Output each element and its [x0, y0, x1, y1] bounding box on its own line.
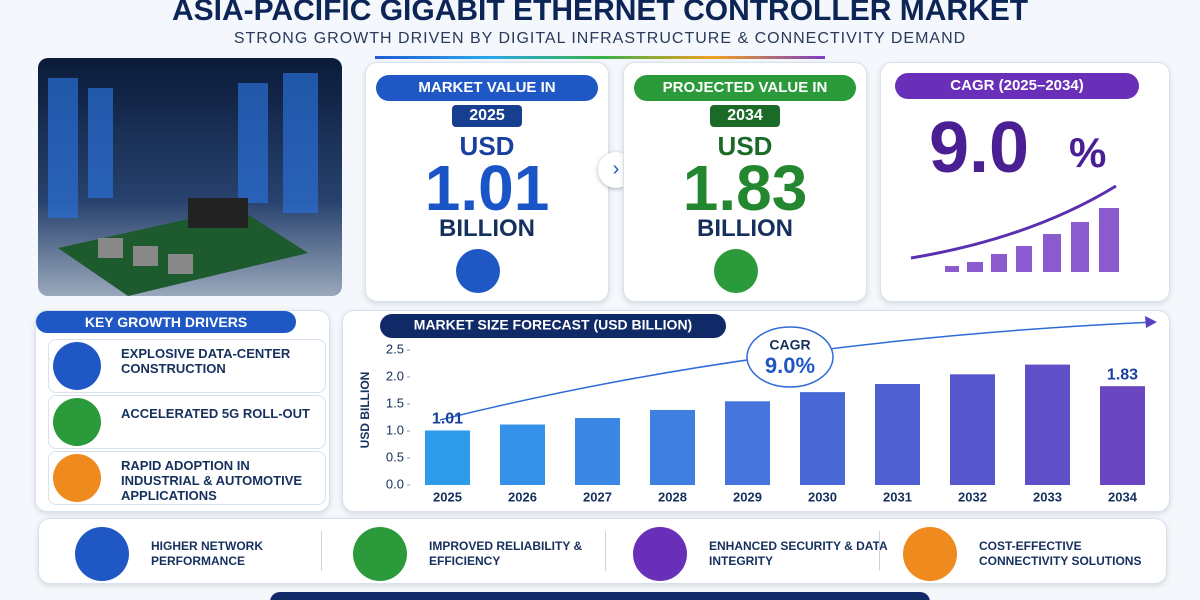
card-prefix: USD	[459, 131, 515, 161]
bar	[950, 374, 995, 485]
cagr-bubble	[746, 326, 834, 388]
server-image	[38, 58, 342, 296]
footer-bar	[270, 592, 930, 600]
bar	[875, 384, 920, 485]
card-label: PROJECTED VALUE IN	[634, 75, 856, 101]
driver-icon	[53, 454, 101, 502]
card-unit: %	[1069, 129, 1107, 176]
y-axis-label: USD BILLION	[358, 372, 372, 449]
value-label: 1.83	[1107, 366, 1138, 383]
x-tick-label: 2034	[1108, 489, 1138, 504]
drivers-panel: KEY GROWTH DRIVERS EXPLOSIVE DATA-CENTER…	[35, 310, 330, 512]
card-year: 2034	[710, 105, 780, 127]
card-market-value: MARKET VALUE IN 2025 USD 1.01 BILLION	[365, 62, 609, 302]
title: ASIA-PACIFIC GIGABIT ETHERNET CONTROLLER…	[171, 0, 1029, 27]
bar	[1100, 386, 1145, 485]
divider	[375, 56, 825, 59]
separator	[321, 531, 322, 571]
value-label: 1.01	[432, 411, 463, 428]
separator	[605, 531, 606, 571]
x-tick-label: 2026	[508, 489, 537, 504]
driver-icon	[53, 398, 101, 446]
money-icon	[456, 249, 500, 293]
bar	[1025, 364, 1070, 485]
y-tick-label: 2.5	[386, 341, 404, 356]
benefit-icon	[353, 527, 407, 581]
growth-icon	[714, 249, 758, 293]
bar	[725, 401, 770, 485]
card-unit: BILLION	[697, 215, 793, 242]
cagr-annotation-value: 9.0%	[765, 353, 815, 378]
benefit-text: IMPROVED RELIABILITY & EFFICIENCY	[429, 539, 583, 568]
benefit-text: ENHANCED SECURITY & DATA INTEGRITY	[709, 539, 888, 568]
x-tick-label: 2032	[958, 489, 987, 504]
x-tick-label: 2031	[883, 489, 912, 504]
cagr-annotation-label: CAGR	[769, 337, 810, 353]
benefit-text: COST-EFFECTIVE CONNECTIVITY SOLUTIONS	[979, 539, 1142, 568]
y-tick-label: 0.0	[386, 476, 404, 491]
card-prefix: USD	[717, 131, 773, 161]
driver: ACCELERATED 5G ROLL-OUT	[48, 395, 326, 449]
card-unit: BILLION	[439, 215, 535, 242]
bar	[650, 409, 695, 485]
driver-text: RAPID ADOPTION IN INDUSTRIAL & AUTOMOTIV…	[121, 458, 303, 503]
y-tick-label: 1.0	[386, 422, 404, 437]
separator	[879, 531, 880, 571]
driver-text: EXPLOSIVE DATA-CENTER CONSTRUCTION	[121, 346, 291, 376]
y-tick-label: 1.5	[386, 395, 404, 410]
x-tick-label: 2027	[583, 489, 612, 504]
chart-title-bg	[380, 314, 726, 338]
card-cagr: CAGR (2025–2034) 9.0 %	[880, 62, 1170, 302]
benefit-text: HIGHER NETWORK PERFORMANCE	[151, 539, 263, 568]
benefits-panel: HIGHER NETWORK PERFORMANCE IMPROVED RELI…	[38, 518, 1167, 584]
card-value: 1.01	[424, 152, 550, 224]
cagr-graphic	[910, 184, 1119, 272]
benefit-icon	[75, 527, 129, 581]
y-tick-label: 2.0	[386, 368, 404, 383]
driver: RAPID ADOPTION IN INDUSTRIAL & AUTOMOTIV…	[48, 451, 326, 505]
card-value: 1.83	[682, 152, 808, 224]
chart-title: MARKET SIZE FORECAST (USD BILLION)	[414, 317, 692, 333]
bar	[500, 424, 545, 485]
benefit-icon	[903, 527, 957, 581]
bar	[575, 418, 620, 485]
x-tick-label: 2028	[658, 489, 687, 504]
card-projected-value: PROJECTED VALUE IN 2034 USD 1.83 BILLION	[623, 62, 867, 302]
drivers-title: KEY GROWTH DRIVERS	[36, 311, 296, 333]
bar	[425, 430, 470, 485]
x-tick-label: 2033	[1033, 489, 1062, 504]
driver-icon	[53, 342, 101, 390]
card-label: MARKET VALUE IN	[376, 75, 598, 101]
driver-text: ACCELERATED 5G ROLL-OUT	[121, 406, 310, 421]
trend-arrowhead	[1145, 316, 1157, 328]
x-tick-label: 2029	[733, 489, 762, 504]
card-label: CAGR (2025–2034)	[895, 73, 1139, 99]
x-tick-label: 2025	[433, 489, 462, 504]
y-tick-label: 0.5	[386, 449, 404, 464]
benefit-icon	[633, 527, 687, 581]
card-year: 2025	[452, 105, 522, 127]
bar	[800, 392, 845, 485]
card-value: 9.0	[929, 108, 1030, 188]
driver: EXPLOSIVE DATA-CENTER CONSTRUCTION	[48, 339, 326, 393]
x-tick-label: 2030	[808, 489, 837, 504]
subtitle: STRONG GROWTH DRIVEN BY DIGITAL INFRASTR…	[233, 30, 967, 47]
